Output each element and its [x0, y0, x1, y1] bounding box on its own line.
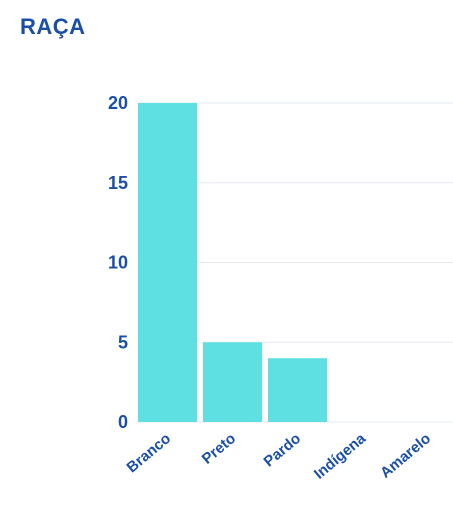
page-title: RAÇA	[20, 14, 86, 39]
bar-preto	[203, 342, 262, 422]
y-tick-label: 20	[108, 93, 128, 113]
x-category-label: Branco	[124, 430, 175, 476]
x-category-label: Pardo	[261, 430, 304, 470]
x-axis-labels: Branco Preto Pardo Indígena Amarelo	[124, 430, 435, 483]
bar-pardo	[268, 358, 327, 422]
x-category-label: Preto	[199, 430, 239, 468]
y-tick-label: 5	[118, 332, 128, 352]
y-tick-label: 0	[118, 412, 128, 432]
y-tick-label: 15	[108, 173, 128, 193]
y-axis-ticks: 0 5 10 15 20	[108, 93, 128, 432]
bars	[138, 103, 327, 422]
bar-branco	[138, 103, 197, 422]
x-category-label: Amarelo	[377, 430, 434, 482]
y-tick-label: 10	[108, 253, 128, 273]
x-category-label: Indígena	[311, 430, 370, 483]
